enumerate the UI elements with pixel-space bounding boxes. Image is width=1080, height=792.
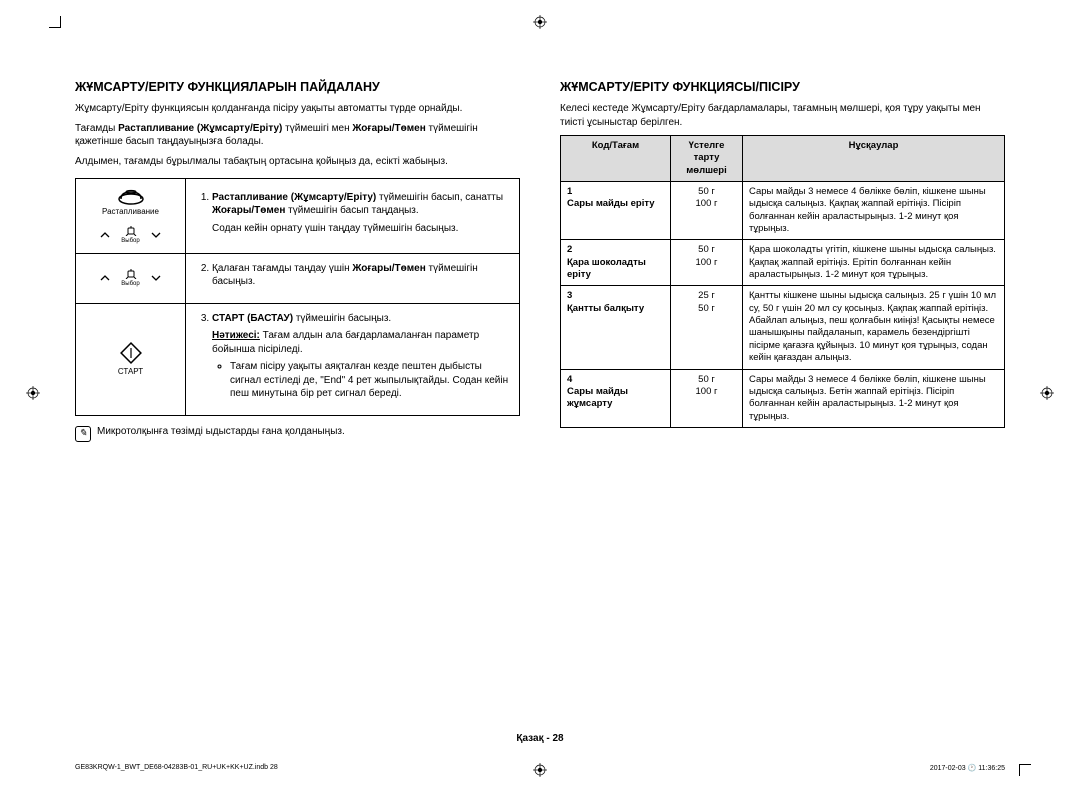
select-icon [124, 269, 138, 279]
cell-instructions: Сары майды 3 немесе 4 бөлікке бөліп, кіш… [743, 182, 1005, 240]
step3-bullet: Тағам пісіру уақыты аяқталған кезде пешт… [230, 360, 509, 401]
cell-code: 3Қантты балқыту [561, 286, 671, 369]
select-icon [124, 226, 138, 236]
right-heading: ЖҰМСАРТУ/ЕРІТУ ФУНКЦИЯСЫ/ПІСІРУ [560, 80, 1005, 94]
step-row-2: Выбор Қалаған тағамды таңдау үшін Жоғары… [76, 253, 520, 303]
down-chevron-icon [150, 229, 162, 241]
step1-icon-cell: Растапливание Выбор [76, 179, 186, 254]
footer-timestamp: 2017-02-03 🕐 11:36:25 [930, 764, 1005, 772]
table-row: 4Сары майды жұмсарту50 г100 гСары майды … [561, 369, 1005, 427]
step2-text: Қалаған тағамды таңдау үшін Жоғары/Төмен… [186, 253, 520, 303]
steps-table: Растапливание Выбор [75, 178, 520, 416]
page: ЖҰМСАРТУ/ЕРІТУ ФУНКЦИЯЛАРЫН ПАЙДАЛАНУ Жұ… [0, 0, 1080, 792]
select-label: Выбор [121, 237, 139, 245]
th-code: Код/Тағам [561, 136, 671, 182]
th-size: Үстелге тарту мөлшері [671, 136, 743, 182]
th-instr: Нұсқаулар [743, 136, 1005, 182]
cell-size: 25 г50 г [671, 286, 743, 369]
cell-instructions: Қара шоколадты үгітіп, кішкене шыны ыдыс… [743, 240, 1005, 286]
page-number: Қазақ - 28 [0, 733, 1080, 744]
table-row: 3Қантты балқыту25 г50 гҚантты кішкене шы… [561, 286, 1005, 369]
cell-size: 50 г100 г [671, 369, 743, 427]
crop-mark-tl [55, 22, 75, 42]
step3-text: СТАРТ (БАСТАУ) түймешігін басыңыз. Нәтиж… [186, 303, 520, 415]
step2-icon-cell: Выбор [76, 253, 186, 303]
step-row-1: Растапливание Выбор [76, 179, 520, 254]
registration-mark-right [1040, 386, 1054, 400]
table-row: 1Сары майды еріту50 г100 гСары майды 3 н… [561, 182, 1005, 240]
melt-icon-label: Растапливание [102, 207, 159, 218]
note-text: Микротолқынға төзімді ыдыстарды ғана қол… [97, 426, 345, 437]
step3-icon-cell: СТАРТ [76, 303, 186, 415]
left-p3: Алдымен, тағамды бұрылмалы табақтың орта… [75, 155, 520, 169]
cell-code: 4Сары майды жұмсарту [561, 369, 671, 427]
note-row: ✎ Микротолқынға төзімді ыдыстарды ғана қ… [75, 426, 520, 442]
left-heading: ЖҰМСАРТУ/ЕРІТУ ФУНКЦИЯЛАРЫН ПАЙДАЛАНУ [75, 80, 520, 94]
start-diamond-icon [119, 341, 143, 365]
right-intro: Келесі кестеде Жұмсарту/Еріту бағдарлама… [560, 102, 1005, 129]
programs-table: Код/Тағам Үстелге тарту мөлшері Нұсқаула… [560, 135, 1005, 428]
cell-instructions: Қантты кішкене шыны ыдысқа салыңыз. 25 г… [743, 286, 1005, 369]
up-chevron-icon [99, 229, 111, 241]
footer-meta: GE83KRQW-1_BWT_DE68-04283B-01_RU+UK+KK+U… [75, 764, 1005, 772]
cell-size: 50 г100 г [671, 240, 743, 286]
up-chevron-icon [99, 272, 111, 284]
cell-instructions: Сары майды 3 немесе 4 бөлікке бөліп, кіш… [743, 369, 1005, 427]
cell-code: 2Қара шоколадты еріту [561, 240, 671, 286]
table-header-row: Код/Тағам Үстелге тарту мөлшері Нұсқаула… [561, 136, 1005, 182]
note-icon: ✎ [75, 426, 91, 442]
registration-mark-top [533, 15, 547, 29]
registration-mark-left [26, 386, 40, 400]
left-column: ЖҰМСАРТУ/ЕРІТУ ФУНКЦИЯЛАРЫН ПАЙДАЛАНУ Жұ… [75, 80, 520, 442]
two-column-layout: ЖҰМСАРТУ/ЕРІТУ ФУНКЦИЯЛАРЫН ПАЙДАЛАНУ Жұ… [75, 80, 1005, 442]
footer-file: GE83KRQW-1_BWT_DE68-04283B-01_RU+UK+KK+U… [75, 764, 278, 772]
left-p2: Тағамды Растапливание (Жұмсарту/Еріту) т… [75, 122, 520, 149]
cell-code: 1Сары майды еріту [561, 182, 671, 240]
table-row: 2Қара шоколадты еріту50 г100 гҚара шокол… [561, 240, 1005, 286]
right-column: ЖҰМСАРТУ/ЕРІТУ ФУНКЦИЯСЫ/ПІСІРУ Келесі к… [560, 80, 1005, 442]
select-label: Выбор [121, 280, 139, 288]
cell-size: 50 г100 г [671, 182, 743, 240]
melt-icon [117, 187, 145, 205]
left-p1: Жұмсарту/Еріту функциясын қолданғанда пі… [75, 102, 520, 116]
crop-mark-br [1005, 750, 1025, 770]
down-chevron-icon [150, 272, 162, 284]
step-row-3: СТАРТ СТАРТ (БАСТАУ) түймешігін басыңыз.… [76, 303, 520, 415]
start-icon-label: СТАРТ [118, 367, 143, 378]
step1-text: Растапливание (Жұмсарту/Еріту) түймешігі… [186, 179, 520, 254]
